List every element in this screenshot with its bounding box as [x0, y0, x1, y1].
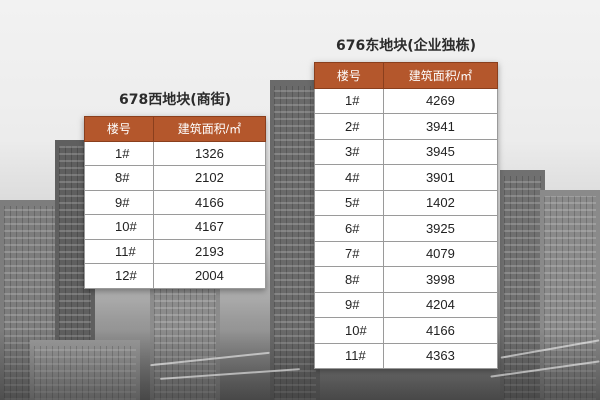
floor-area-cell: 3901	[382, 164, 499, 191]
table-row: 2# 3941	[314, 113, 499, 140]
floor-area-cell: 4166	[382, 317, 499, 344]
floor-area-cell: 1326	[152, 140, 267, 166]
floor-area-cell: 4166	[152, 189, 267, 215]
table-row: 11# 2193	[84, 238, 267, 264]
building-number-cell: 8#	[314, 266, 384, 293]
header-floor-area: 建筑面积/㎡	[382, 62, 499, 89]
table-header-row: 楼号 建筑面积/㎡	[84, 116, 267, 142]
building-number-cell: 10#	[314, 317, 384, 344]
west-area-table: 楼号 建筑面积/㎡ 1# 1326 8# 2102 9# 4166 10# 4167 11# 21…	[84, 116, 267, 289]
building-number-cell: 1#	[314, 87, 384, 114]
east-area-table: 楼号 建筑面积/㎡ 1# 4269 2# 3941 3# 3945 4# 3901 5# 1402…	[314, 62, 499, 369]
building-number-cell: 3#	[314, 138, 384, 165]
building-number-cell: 9#	[84, 189, 154, 215]
table-row: 9# 4166	[84, 189, 267, 215]
building-number-cell: 8#	[84, 165, 154, 191]
table-row: 1# 1326	[84, 140, 267, 166]
building-number-cell: 9#	[314, 291, 384, 318]
building-number-cell: 12#	[84, 263, 154, 289]
table-row: 5# 1402	[314, 189, 499, 216]
floor-area-cell: 2004	[152, 263, 267, 289]
floor-area-cell: 4079	[382, 240, 499, 267]
building-number-cell: 1#	[84, 140, 154, 166]
table-header-row: 楼号 建筑面积/㎡	[314, 62, 499, 89]
floor-area-cell: 4167	[152, 214, 267, 240]
building-number-cell: 6#	[314, 215, 384, 242]
table-row: 7# 4079	[314, 240, 499, 267]
building-number-cell: 10#	[84, 214, 154, 240]
floor-area-cell: 4269	[382, 87, 499, 114]
floor-area-cell: 4363	[382, 342, 499, 369]
header-building-no: 楼号	[314, 62, 384, 89]
header-building-no: 楼号	[84, 116, 154, 142]
building-number-cell: 2#	[314, 113, 384, 140]
east-block-title: 676东地块(企业独栋)	[335, 38, 477, 54]
table-row: 12# 2004	[84, 263, 267, 289]
floor-area-cell: 2102	[152, 165, 267, 191]
west-block-title: 678西地块(商街)	[118, 92, 232, 108]
table-row: 9# 4204	[314, 291, 499, 318]
table-row: 8# 3998	[314, 266, 499, 293]
floor-area-cell: 1402	[382, 189, 499, 216]
table-row: 11# 4363	[314, 342, 499, 369]
floor-area-cell: 3925	[382, 215, 499, 242]
floor-area-cell: 3941	[382, 113, 499, 140]
table-row: 8# 2102	[84, 165, 267, 191]
floor-area-cell: 3945	[382, 138, 499, 165]
table-row: 6# 3925	[314, 215, 499, 242]
header-floor-area: 建筑面积/㎡	[152, 116, 267, 142]
building-number-cell: 7#	[314, 240, 384, 267]
table-row: 3# 3945	[314, 138, 499, 165]
building-number-cell: 11#	[84, 238, 154, 264]
table-row: 10# 4166	[314, 317, 499, 344]
table-row: 4# 3901	[314, 164, 499, 191]
floor-area-cell: 3998	[382, 266, 499, 293]
building-number-cell: 4#	[314, 164, 384, 191]
table-row: 10# 4167	[84, 214, 267, 240]
building-number-cell: 5#	[314, 189, 384, 216]
table-row: 1# 4269	[314, 87, 499, 114]
floor-area-cell: 4204	[382, 291, 499, 318]
building-number-cell: 11#	[314, 342, 384, 369]
floor-area-cell: 2193	[152, 238, 267, 264]
